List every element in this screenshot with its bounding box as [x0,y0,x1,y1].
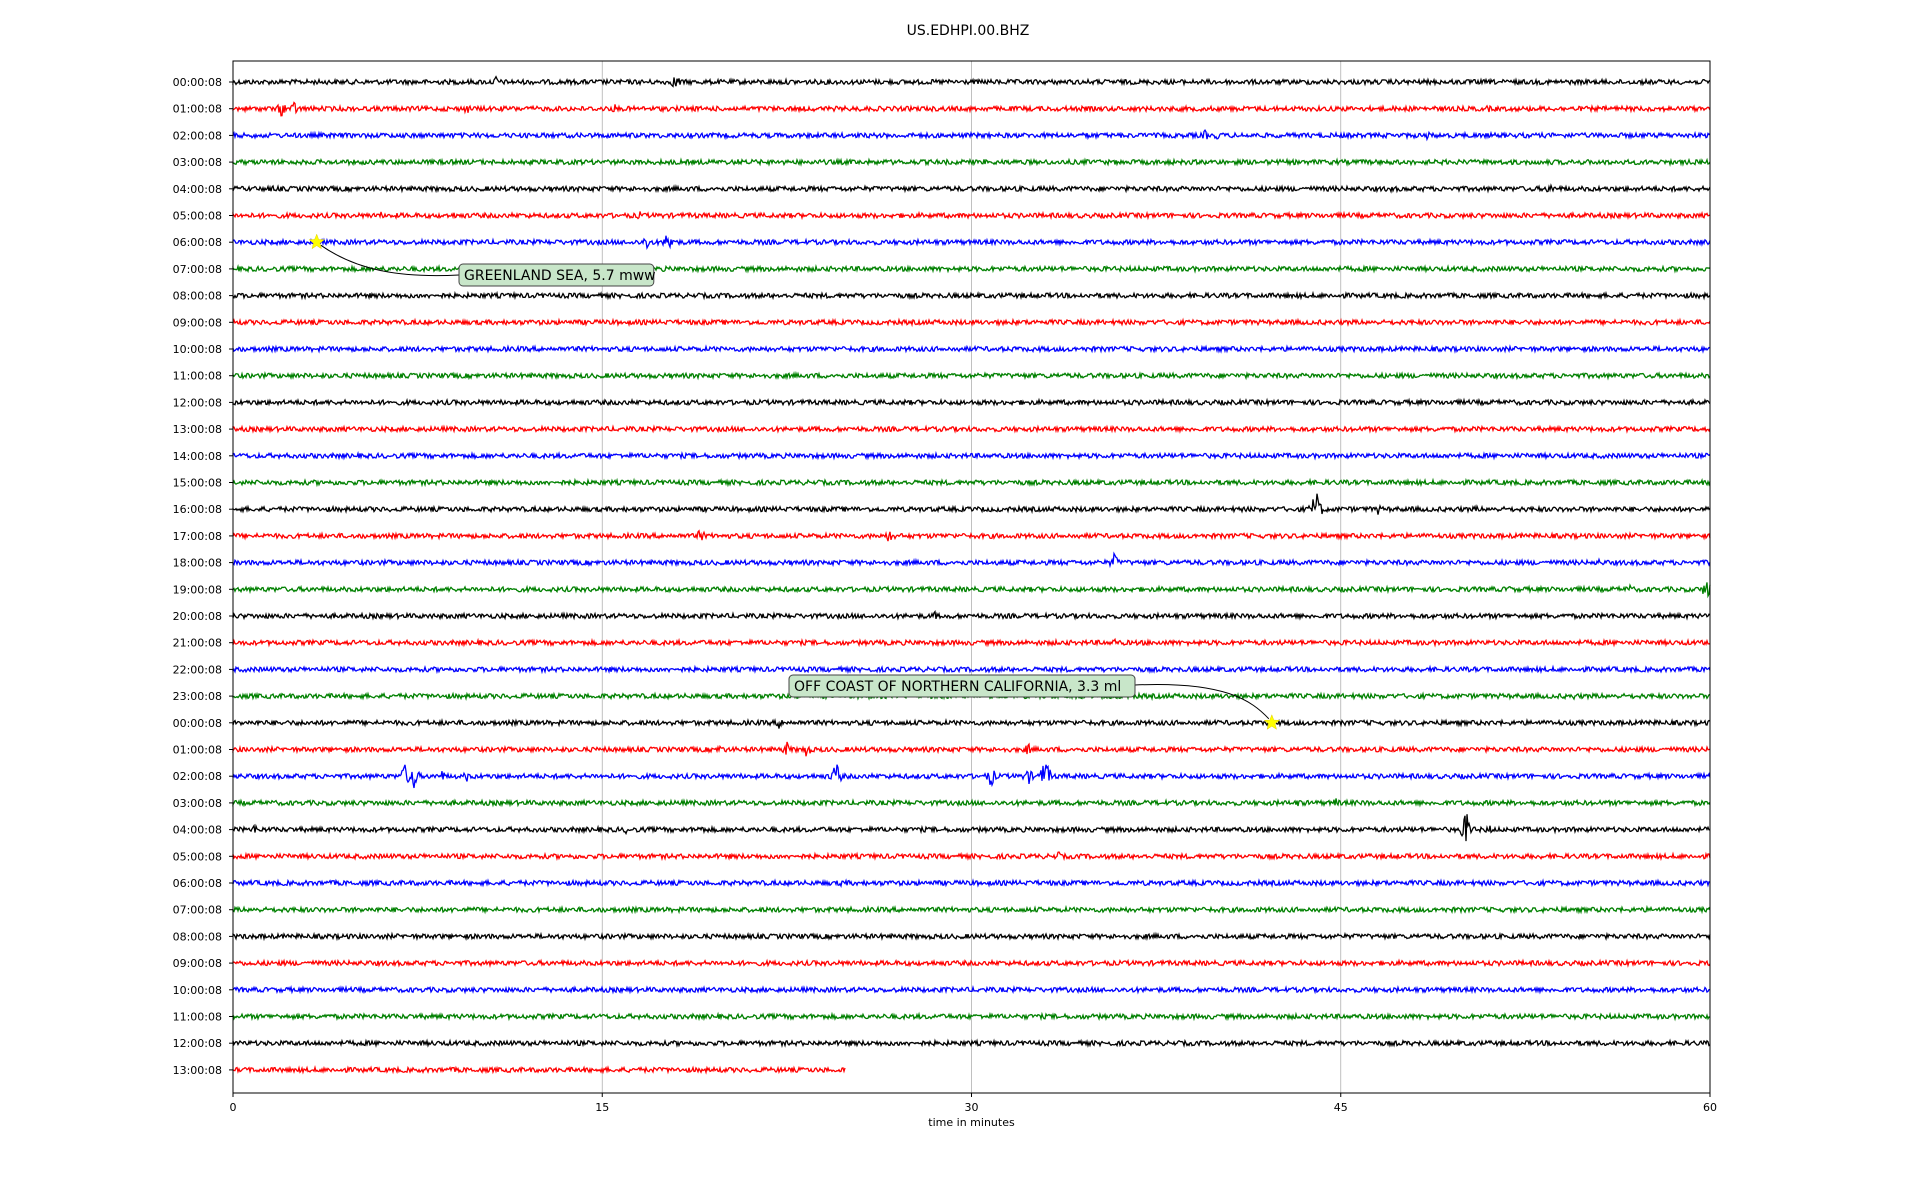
trace-line [232,609,1711,621]
y-tick-label: 02:00:08 [173,129,222,142]
y-tick-label: 15:00:08 [173,477,222,490]
y-tick-label: 22:00:08 [173,663,222,676]
trace-line [232,529,1711,542]
trace-group [232,75,1711,1075]
trace-line [232,290,1711,301]
event-star-icon [308,233,325,250]
annotation-label: GREENLAND SEA, 5.7 mww [464,268,656,284]
trace-line [232,664,1711,675]
y-tick-label: 19:00:08 [173,583,222,596]
y-tick-label: 07:00:08 [173,263,222,276]
x-tick-label: 0 [230,1101,237,1114]
y-tick-label: 01:00:08 [173,744,222,757]
trace-line [232,878,1711,889]
y-tick-label: 14:00:08 [173,450,222,463]
y-tick-label: 04:00:08 [173,183,222,196]
y-tick-label: 23:00:08 [173,690,222,703]
y-tick-label: 11:00:08 [173,1011,222,1024]
trace-line [232,798,1711,808]
annotation-box [788,674,1136,698]
trace-line [232,344,1711,354]
y-tick-label: 13:00:08 [173,1064,222,1077]
trace-line [232,1064,846,1075]
chart-title: US.EDHPI.00.BHZ [907,23,1030,39]
y-tick-label: 10:00:08 [173,984,222,997]
event-star-icon [1263,714,1281,730]
trace-line [232,235,1711,250]
x-tick-label: 45 [1334,1101,1348,1114]
trace-line [232,157,1711,167]
y-tick-label: 00:00:08 [173,717,222,730]
trace-line [232,397,1711,408]
trace-line [232,477,1711,488]
y-tick-labels: 00:00:08 01:00:08 02:00:08 03:00:08 04:00:08… [173,76,233,1077]
trace-line [232,183,1711,194]
y-tick-label: 11:00:08 [173,370,222,383]
y-tick-label: 04:00:08 [173,824,222,837]
x-tick-label: 15 [595,1101,609,1114]
y-tick-label: 12:00:08 [173,396,222,409]
annotation-box [458,263,655,287]
y-tick-label: 05:00:08 [173,210,222,223]
annotation-connector [1134,683,1270,720]
trace-line [232,814,1711,842]
trace-line [232,741,1711,757]
trace-line [232,370,1711,381]
trace-line [232,424,1711,434]
trace-line [232,582,1711,599]
y-tick-label: 09:00:08 [173,316,222,329]
trace-line [232,764,1711,789]
y-tick-label: 12:00:08 [173,1037,222,1050]
trace-line [232,904,1711,915]
y-tick-label: 08:00:08 [173,930,222,943]
trace-line [232,931,1711,942]
trace-line [232,129,1711,142]
y-tick-label: 03:00:08 [173,797,222,810]
trace-line [232,637,1711,648]
y-tick-label: 02:00:08 [173,770,222,783]
annotation-connector [320,244,460,277]
y-tick-label: 18:00:08 [173,557,222,570]
trace-line [232,493,1711,515]
y-tick-label: 21:00:08 [173,637,222,650]
trace-line [232,75,1711,88]
y-tick-label: 06:00:08 [173,877,222,890]
x-tick-label: 60 [1703,1101,1717,1114]
grid-lines [601,61,1342,1093]
y-tick-label: 16:00:08 [173,503,222,516]
y-tick-label: 03:00:08 [173,156,222,169]
event-annotations: GREENLAND SEA, 5.7 mww OFF COAST OF NORTH… [308,233,1281,730]
trace-line [232,717,1711,729]
y-tick-label: 17:00:08 [173,530,222,543]
y-tick-label: 10:00:08 [173,343,222,356]
trace-line [232,101,1711,117]
y-tick-label: 07:00:08 [173,904,222,917]
trace-line [232,958,1711,968]
trace-line [232,210,1711,221]
y-tick-label: 06:00:08 [173,236,222,249]
y-tick-label: 13:00:08 [173,423,222,436]
trace-line [232,984,1710,995]
trace-line [232,450,1711,461]
y-tick-label: 00:00:08 [173,76,222,89]
x-axis-label: time in minutes [928,1116,1015,1129]
y-tick-label: 05:00:08 [173,850,222,863]
y-tick-label: 20:00:08 [173,610,222,623]
trace-line [232,1011,1711,1022]
y-tick-label: 09:00:08 [173,957,222,970]
y-tick-label: 08:00:08 [173,290,222,303]
y-tick-label: 01:00:08 [173,103,222,116]
annotation-label: OFF COAST OF NORTHERN CALIFORNIA, 3.3 ml [794,679,1121,695]
x-axis: 0 15 30 45 60 [230,1093,1717,1114]
plot-frame [232,60,1711,1094]
trace-line [232,317,1711,328]
x-tick-label: 30 [965,1101,979,1114]
trace-line [232,551,1711,569]
trace-line [232,851,1711,862]
trace-line [232,1038,1711,1049]
